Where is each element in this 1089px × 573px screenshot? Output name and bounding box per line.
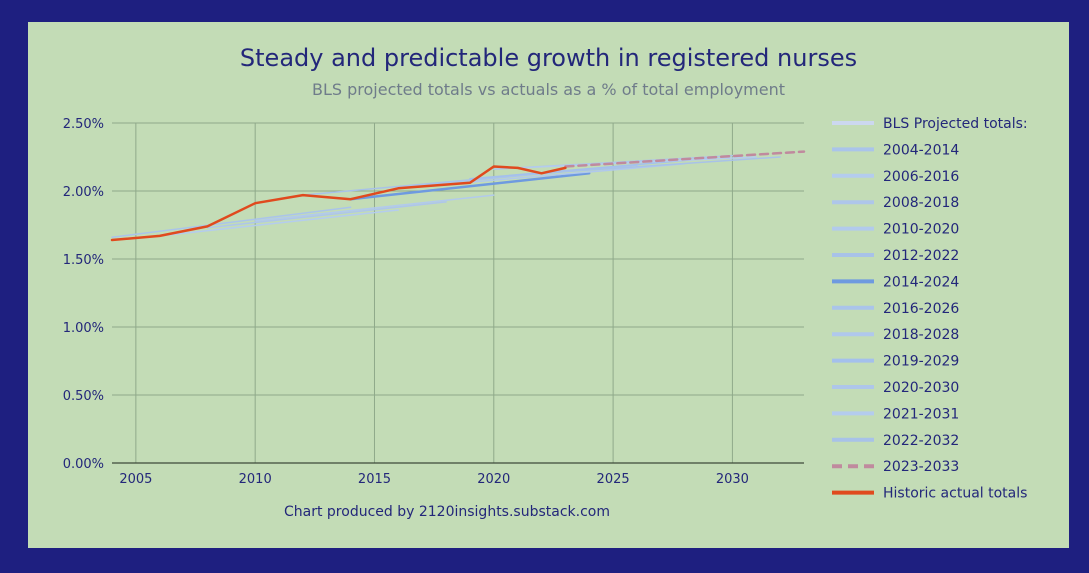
x-tick-label: 2030 xyxy=(716,472,749,487)
y-tick-label: 2.00% xyxy=(63,185,104,200)
series-line-historic-actual-totals xyxy=(110,165,567,242)
y-tick-label: 0.00% xyxy=(63,457,104,472)
y-tick-label: 0.50% xyxy=(63,389,104,404)
x-tick-label: 2020 xyxy=(477,472,510,487)
legend-label: 2019-2029 xyxy=(883,354,959,370)
y-tick-label: 1.50% xyxy=(63,253,104,268)
series-line-2022-2032 xyxy=(540,156,781,175)
series-line-2010-2020 xyxy=(254,194,495,222)
series-line-2006-2016 xyxy=(158,209,400,237)
legend-header: BLS Projected totals: xyxy=(883,116,1028,132)
x-tick-label: 2005 xyxy=(119,472,152,487)
series-line-2014-2024 xyxy=(349,172,591,201)
y-tick-label: 1.00% xyxy=(63,321,104,336)
legend-label: 2014-2024 xyxy=(883,274,959,290)
x-tick-label: 2010 xyxy=(239,472,272,487)
series-line-2004-2014 xyxy=(111,206,352,238)
chart-title: Steady and predictable growth in registe… xyxy=(239,44,858,72)
chart-frame: Steady and predictable growth in registe… xyxy=(28,22,1069,548)
legend-label: 2022-2032 xyxy=(883,433,959,449)
legend-label: 2010-2020 xyxy=(883,222,959,238)
x-tick-label: 2025 xyxy=(597,472,630,487)
y-tick-label: 2.50% xyxy=(63,117,104,132)
series-line-2019-2029 xyxy=(469,157,710,180)
x-tick-label: 2015 xyxy=(358,472,391,487)
chart-footer: Chart produced by 2120insights.substack.… xyxy=(284,504,610,520)
legend-label: 2020-2030 xyxy=(883,380,959,396)
legend-label: 2008-2018 xyxy=(883,195,959,211)
series-line-2023-2033 xyxy=(564,150,806,168)
chart-subtitle: BLS projected totals vs actuals as a % o… xyxy=(311,80,786,99)
legend-label: 2021-2031 xyxy=(883,406,959,422)
series-line-2008-2018 xyxy=(206,201,447,229)
series-line-2018-2028 xyxy=(445,163,686,185)
chart-svg: 0.00% 0.50% 1.00% 1.50% 2.00% 2.50% 2005 2010 20… xyxy=(63,116,1028,502)
legend-label: 2006-2016 xyxy=(883,169,959,185)
legend-label: 2004-2014 xyxy=(883,142,959,158)
legend-label: 2016-2026 xyxy=(883,301,959,317)
legend-label: 2012-2022 xyxy=(883,248,959,264)
legend-label: 2018-2028 xyxy=(883,327,959,343)
legend-label: Historic actual totals xyxy=(883,486,1027,502)
legend-label: 2023-2033 xyxy=(883,459,959,475)
